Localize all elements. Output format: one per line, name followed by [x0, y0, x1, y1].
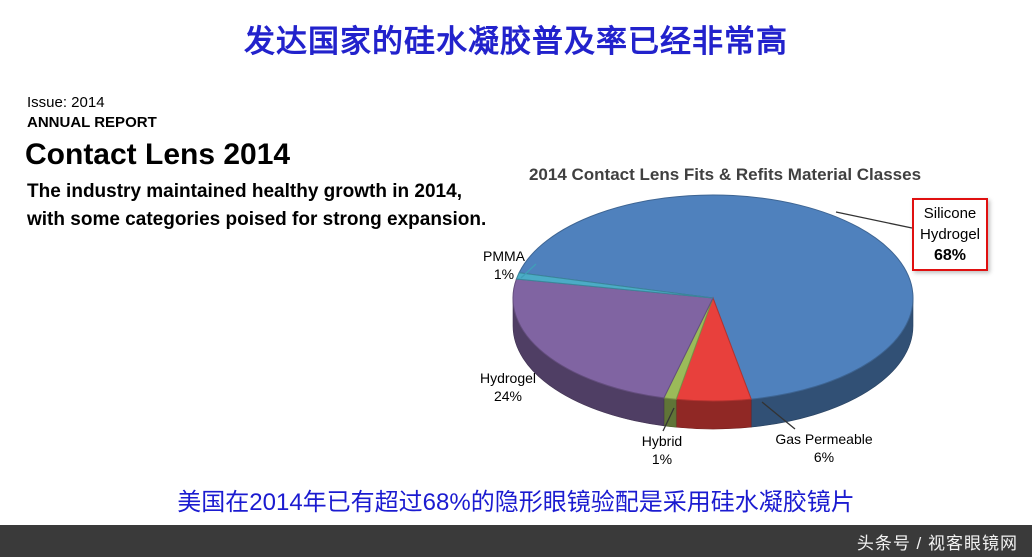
gas-permeable-label: Gas Permeable 6%: [763, 430, 885, 466]
hybrid-label-pct: 1%: [651, 451, 673, 467]
watermark-text: 头条号 / 视客眼镜网: [856, 533, 1018, 553]
report-description: The industry maintained healthy growth i…: [27, 181, 487, 230]
hydrogel-label: Hydrogel 24%: [463, 369, 553, 405]
gas-permeable-label-pct: 6%: [813, 449, 835, 465]
hydrogel-label-pct: 24%: [493, 388, 523, 404]
issue-label: Issue: 2014: [27, 94, 105, 111]
leader-line-silicone-hydrogel: [835, 211, 913, 229]
callout-line1: Silicone: [923, 205, 977, 222]
callout-value: 68%: [933, 247, 967, 264]
callout-line2: Hydrogel: [919, 226, 981, 243]
gas-permeable-label-text: Gas Permeable: [775, 431, 873, 447]
pmma-label: PMMA 1%: [468, 247, 540, 283]
leader-line-pmma: [520, 263, 537, 279]
hybrid-label-text: Hybrid: [641, 433, 683, 449]
hybrid-label: Hybrid 1%: [626, 432, 698, 468]
leader-line-hybrid: [662, 407, 675, 432]
pmma-label-text: PMMA: [483, 248, 525, 264]
silicone-hydrogel-callout: Silicone Hydrogel 68%: [912, 198, 988, 271]
page-title: 发达国家的硅水凝胶普及率已经非常高: [244, 24, 788, 59]
bottom-caption: 美国在2014年已有超过68%的隐形眼镜验配是采用硅水凝胶镜片: [177, 489, 855, 516]
report-title: Contact Lens 2014: [25, 138, 291, 171]
leader-line-gas-permeable: [761, 401, 796, 430]
watermark-bar: 头条号 / 视客眼镜网: [0, 525, 1032, 557]
pie-slices: [512, 194, 914, 430]
annual-report-label: ANNUAL REPORT: [27, 114, 157, 131]
pmma-label-pct: 1%: [493, 266, 515, 282]
hydrogel-label-text: Hydrogel: [479, 370, 537, 386]
chart-title: 2014 Contact Lens Fits & Refits Material…: [528, 165, 922, 184]
